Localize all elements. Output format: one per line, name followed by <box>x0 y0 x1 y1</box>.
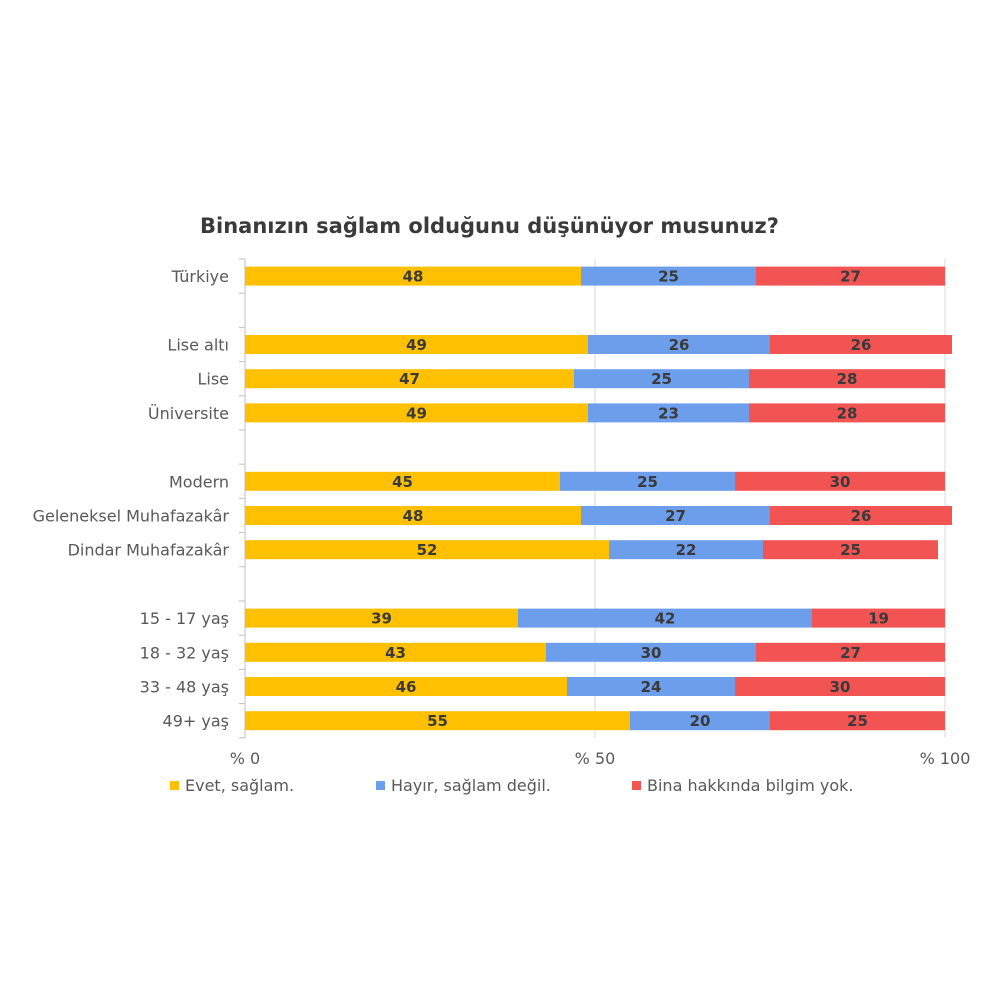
bar-dindar-muhafazakar-s0 <box>245 540 609 560</box>
data-label-modern-s1: 25 <box>637 473 658 491</box>
bar-modern-s2 <box>735 471 945 491</box>
data-label-geleneksel-muhafazakar-s2: 26 <box>851 507 872 525</box>
category-label-universite: Üniversite <box>148 404 229 423</box>
legend-label-hayir: Hayır, sağlam değil. <box>391 776 551 795</box>
data-label-universite-s1: 23 <box>658 404 679 422</box>
category-label-lise-alti: Lise altı <box>167 336 229 355</box>
data-label-turkiye-s0: 48 <box>403 268 424 286</box>
bar-universite-s1 <box>588 403 749 423</box>
bar-geleneksel-muhafazakar-s1 <box>581 506 770 525</box>
bar-dindar-muhafazakar-s2 <box>763 540 938 560</box>
bar-geleneksel-muhafazakar-s2 <box>770 506 952 525</box>
bar-49-yas-s1 <box>630 711 770 731</box>
bar-lise-alti-s1 <box>588 335 770 354</box>
legend-item-bilgim-yok: Bina hakkında bilgim yok. <box>632 776 854 795</box>
data-label-15-17-yas-s1: 42 <box>655 610 676 628</box>
data-label-turkiye-s1: 25 <box>658 268 679 286</box>
chart-title: Binanızın sağlam olduğunu düşünüyor musu… <box>200 214 779 238</box>
data-label-49-yas-s1: 20 <box>690 712 711 730</box>
legend-label-bilgim-yok: Bina hakkında bilgim yok. <box>647 776 854 795</box>
legend-item-evet: Evet, sağlam. <box>170 776 294 795</box>
category-label-33-48-yas: 33 - 48 yaş <box>140 678 229 697</box>
category-label-geleneksel-muhafazakar: Geleneksel Muhafazakâr <box>33 507 230 526</box>
bar-lise-s0 <box>245 369 574 389</box>
category-label-lise: Lise <box>197 370 229 389</box>
data-label-18-32-yas-s1: 30 <box>641 644 662 662</box>
data-label-18-32-yas-s0: 43 <box>385 644 406 662</box>
bar-lise-s2 <box>749 369 945 389</box>
bar-15-17-yas-s1 <box>518 608 812 628</box>
legend-label-evet: Evet, sağlam. <box>185 776 295 795</box>
data-label-dindar-muhafazakar-s1: 22 <box>676 541 697 559</box>
legend-swatch-evet <box>170 781 179 790</box>
legend: Evet, sağlam. Hayır, sağlam değil. Bina … <box>170 776 970 800</box>
data-label-lise-s2: 28 <box>837 370 858 388</box>
legend-swatch-bilgim-yok <box>632 781 641 790</box>
data-label-33-48-yas-s2: 30 <box>830 678 851 696</box>
x-tick-label-0: % 0 <box>230 749 260 768</box>
bar-18-32-yas-s1 <box>546 642 756 662</box>
bar-turkiye-s2 <box>756 266 945 286</box>
category-label-18-32-yas: 18 - 32 yaş <box>140 643 229 662</box>
bar-lise-alti-s0 <box>245 335 588 354</box>
bar-18-32-yas-s2 <box>756 642 945 662</box>
data-label-lise-alti-s2: 26 <box>851 336 872 354</box>
bar-dindar-muhafazakar-s1 <box>609 540 763 560</box>
category-label-turkiye: Türkiye <box>171 267 229 286</box>
data-label-universite-s2: 28 <box>837 404 858 422</box>
bar-49-yas-s2 <box>770 711 945 731</box>
data-label-turkiye-s2: 27 <box>840 268 861 286</box>
category-label-15-17-yas: 15 - 17 yaş <box>140 609 229 628</box>
data-label-33-48-yas-s0: 46 <box>396 678 417 696</box>
bar-15-17-yas-s2 <box>812 608 945 628</box>
data-label-lise-s1: 25 <box>651 370 672 388</box>
bar-15-17-yas-s0 <box>245 608 518 628</box>
bar-lise-alti-s2 <box>770 335 952 354</box>
category-label-modern: Modern <box>169 472 229 491</box>
data-label-lise-alti-s0: 49 <box>406 336 427 354</box>
category-label-49-yas: 49+ yaş <box>163 712 229 731</box>
data-label-49-yas-s2: 25 <box>847 712 868 730</box>
data-label-lise-s0: 47 <box>399 370 420 388</box>
legend-item-hayir: Hayır, sağlam değil. <box>376 776 551 795</box>
data-label-15-17-yas-s0: 39 <box>371 610 392 628</box>
data-label-49-yas-s0: 55 <box>427 712 448 730</box>
x-tick-label-1: % 50 <box>575 749 616 768</box>
data-label-geleneksel-muhafazakar-s1: 27 <box>665 507 686 525</box>
bar-33-48-yas-s0 <box>245 677 567 696</box>
category-label-dindar-muhafazakar: Dindar Muhafazakâr <box>68 541 230 560</box>
bar-geleneksel-muhafazakar-s0 <box>245 506 581 525</box>
data-label-18-32-yas-s2: 27 <box>840 644 861 662</box>
bar-universite-s2 <box>749 403 945 423</box>
bar-turkiye-s0 <box>245 266 581 286</box>
legend-swatch-hayir <box>376 781 385 790</box>
data-label-universite-s0: 49 <box>406 404 427 422</box>
bar-18-32-yas-s0 <box>245 642 546 662</box>
data-label-33-48-yas-s1: 24 <box>641 678 662 696</box>
x-tick-label-2: % 100 <box>920 749 971 768</box>
data-label-geleneksel-muhafazakar-s0: 48 <box>403 507 424 525</box>
bar-lise-s1 <box>574 369 749 389</box>
bar-universite-s0 <box>245 403 588 423</box>
data-label-lise-alti-s1: 26 <box>669 336 690 354</box>
bar-33-48-yas-s2 <box>735 677 945 696</box>
data-label-modern-s2: 30 <box>830 473 851 491</box>
data-label-15-17-yas-s2: 19 <box>868 610 889 628</box>
bar-33-48-yas-s1 <box>567 677 735 696</box>
bar-modern-s1 <box>560 471 735 491</box>
data-label-dindar-muhafazakar-s0: 52 <box>417 541 438 559</box>
data-label-dindar-muhafazakar-s2: 25 <box>840 541 861 559</box>
bar-49-yas-s0 <box>245 711 630 731</box>
bar-modern-s0 <box>245 471 560 491</box>
bar-turkiye-s1 <box>581 266 756 286</box>
data-label-modern-s0: 45 <box>392 473 413 491</box>
